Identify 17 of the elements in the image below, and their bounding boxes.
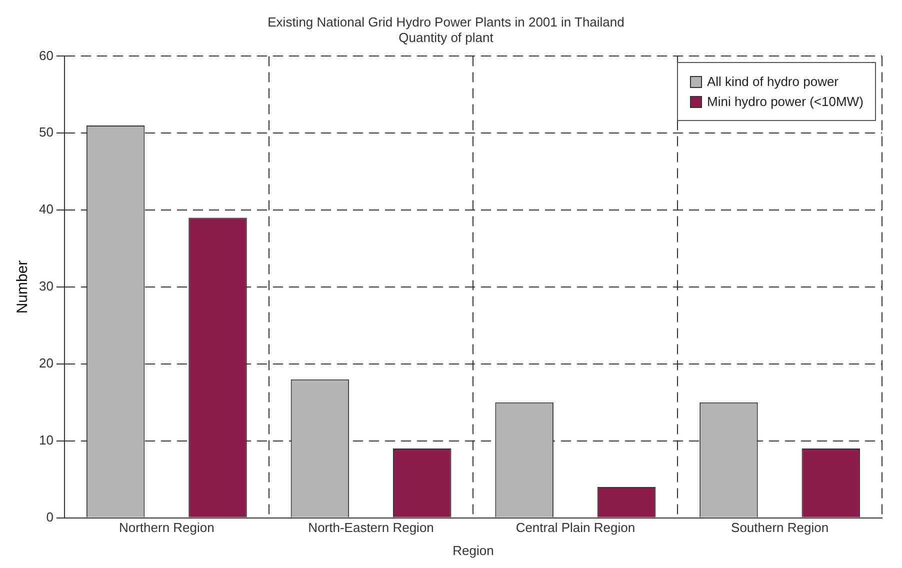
y-tick-label: 10: [38, 432, 54, 448]
x-tick-label: North-Eastern Region: [308, 520, 434, 536]
x-tick-label: Southern Region: [731, 520, 829, 536]
legend-label: All kind of hydro power: [707, 74, 839, 90]
chart-title: Existing National Grid Hydro Power Plants in 2001 in Thailand: [268, 14, 624, 30]
legend-label: Mini hydro power (<10MW): [707, 94, 864, 110]
y-tick-label: 40: [38, 202, 54, 217]
y-tick-label: 0: [46, 509, 54, 524]
x-axis-title: Region: [452, 542, 494, 558]
x-tick-label: Central Plain Region: [516, 520, 636, 536]
y-tick-label: 50: [38, 124, 54, 140]
y-tick-label: 60: [38, 48, 54, 63]
y-axis-title: Number: [14, 260, 32, 314]
chart-subtitle: Quantity of plant: [398, 30, 494, 45]
y-tick-label: 20: [38, 356, 54, 371]
x-tick-label: Northern Region: [118, 520, 214, 536]
y-tick-label: 30: [38, 278, 54, 294]
